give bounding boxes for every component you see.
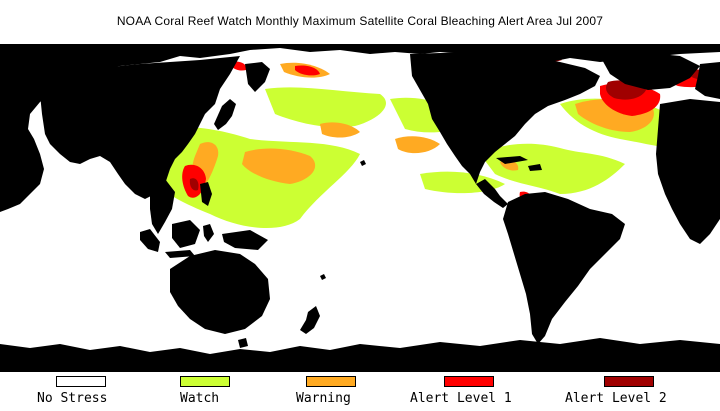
hispaniola-island [528,164,542,171]
philippines-island [200,182,212,206]
tasmania-island [238,338,248,348]
japan-island [214,99,236,130]
map-title: NOAA Coral Reef Watch Monthly Maximum Sa… [116,14,604,28]
africa-landmass [656,99,720,244]
eurasia-east-landmass [695,62,720,99]
legend-swatch-watch [180,376,230,387]
north-america-landmass [410,52,600,184]
borneo-island [172,220,200,248]
kamchatka-landmass [245,62,270,92]
bleaching-alert-map [0,44,720,372]
legend: No Stress Watch Warning Alert Level 1 Al… [0,376,720,411]
new-zealand-island [300,306,320,334]
hawaii-islands [360,160,366,166]
legend-label-no-stress: No Stress [37,391,108,406]
legend-swatch-alert-level-2 [604,376,654,387]
new-guinea-island [222,230,268,250]
indochina-landmass [150,179,175,234]
cuba-island [496,156,528,164]
greenland-landmass [600,52,700,90]
land-masses [0,44,720,372]
legend-swatch-no-stress [56,376,106,387]
sulawesi-island [203,224,214,242]
fiji-islands [320,274,326,280]
asia-landmass [40,56,240,199]
south-america-landmass [503,192,625,344]
sumatra-island [140,229,160,252]
legend-label-warning: Warning [296,391,351,406]
australia-landmass [170,250,270,334]
eurasia-west-landmass [0,44,720,212]
legend-label-alert-level-1: Alert Level 1 [410,391,512,406]
legend-swatch-warning [306,376,356,387]
central-america-landmass [476,179,508,208]
legend-label-alert-level-2: Alert Level 2 [565,391,667,406]
legend-label-watch: Watch [180,391,220,406]
java-island [165,250,195,258]
antarctica-landmass [0,338,720,372]
legend-swatch-alert-level-1 [444,376,494,387]
